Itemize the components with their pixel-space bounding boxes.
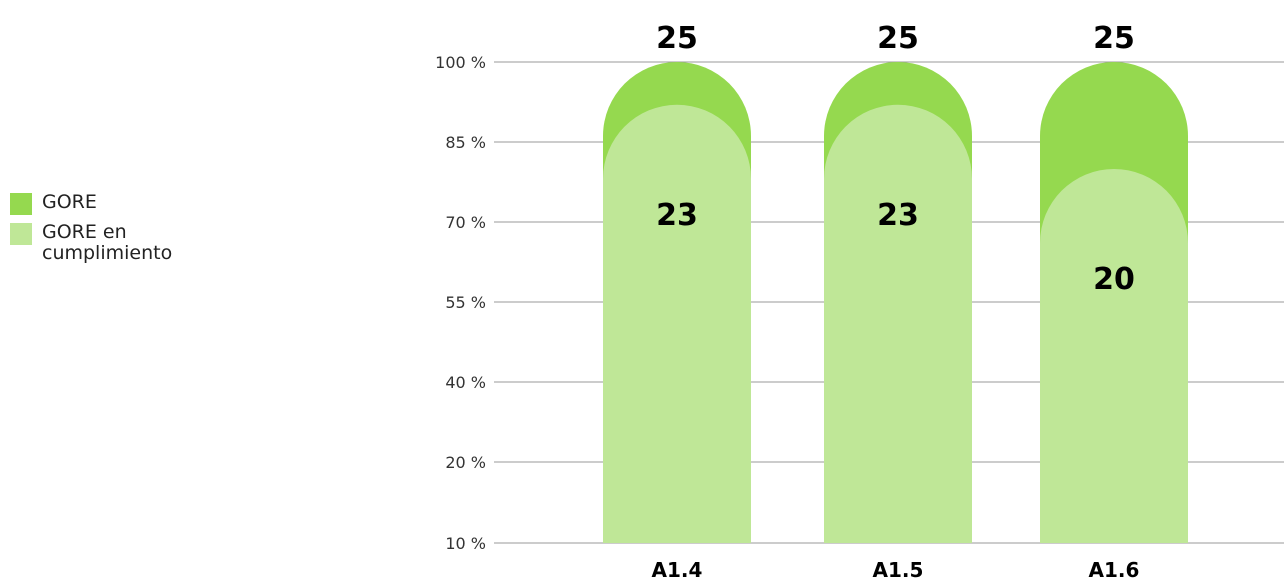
legend-label-gore: GORE [42,191,97,213]
y-tick-label: 55 % [445,293,486,312]
legend-swatch-gore-en-cumplimiento [10,223,32,245]
bar-gore-en-cumplimiento [824,104,972,543]
legend-item-gore-en-cumplimiento: GORE en cumplimiento [10,222,222,264]
y-tick-label: 70 % [445,213,486,232]
legend-swatch-gore [10,193,32,215]
bar-gore-en-cumplimiento [1040,169,1188,543]
data-label-gore-en-cumplimiento: 20 [1093,262,1135,297]
data-label-gore-en-cumplimiento: 23 [656,198,698,233]
x-category-label: A1.5 [873,558,924,582]
y-tick-label: 85 % [445,133,486,152]
data-label-gore: 25 [877,21,919,56]
x-category-label: A1.6 [1089,558,1140,582]
legend-item-gore: GORE [10,192,222,215]
data-label-gore: 25 [656,21,698,56]
data-label-gore-en-cumplimiento: 23 [877,198,919,233]
labels-layer: 25 23 A1.4 25 23 A1.5 25 20 A1.6 [652,21,1140,582]
bar-gore-en-cumplimiento [603,104,751,543]
data-label-gore: 25 [1093,21,1135,56]
bars-layer [603,62,1188,543]
legend-label-gore-en-cumplimiento: GORE en cumplimiento [42,221,173,264]
y-tick-label: 10 % [445,534,486,553]
y-tick-label: 100 % [435,53,486,72]
y-tick-label: 40 % [445,373,486,392]
y-tick-label: 20 % [445,453,486,472]
legend: GORE GORE en cumplimiento [10,192,222,271]
x-category-label: A1.4 [652,558,703,582]
